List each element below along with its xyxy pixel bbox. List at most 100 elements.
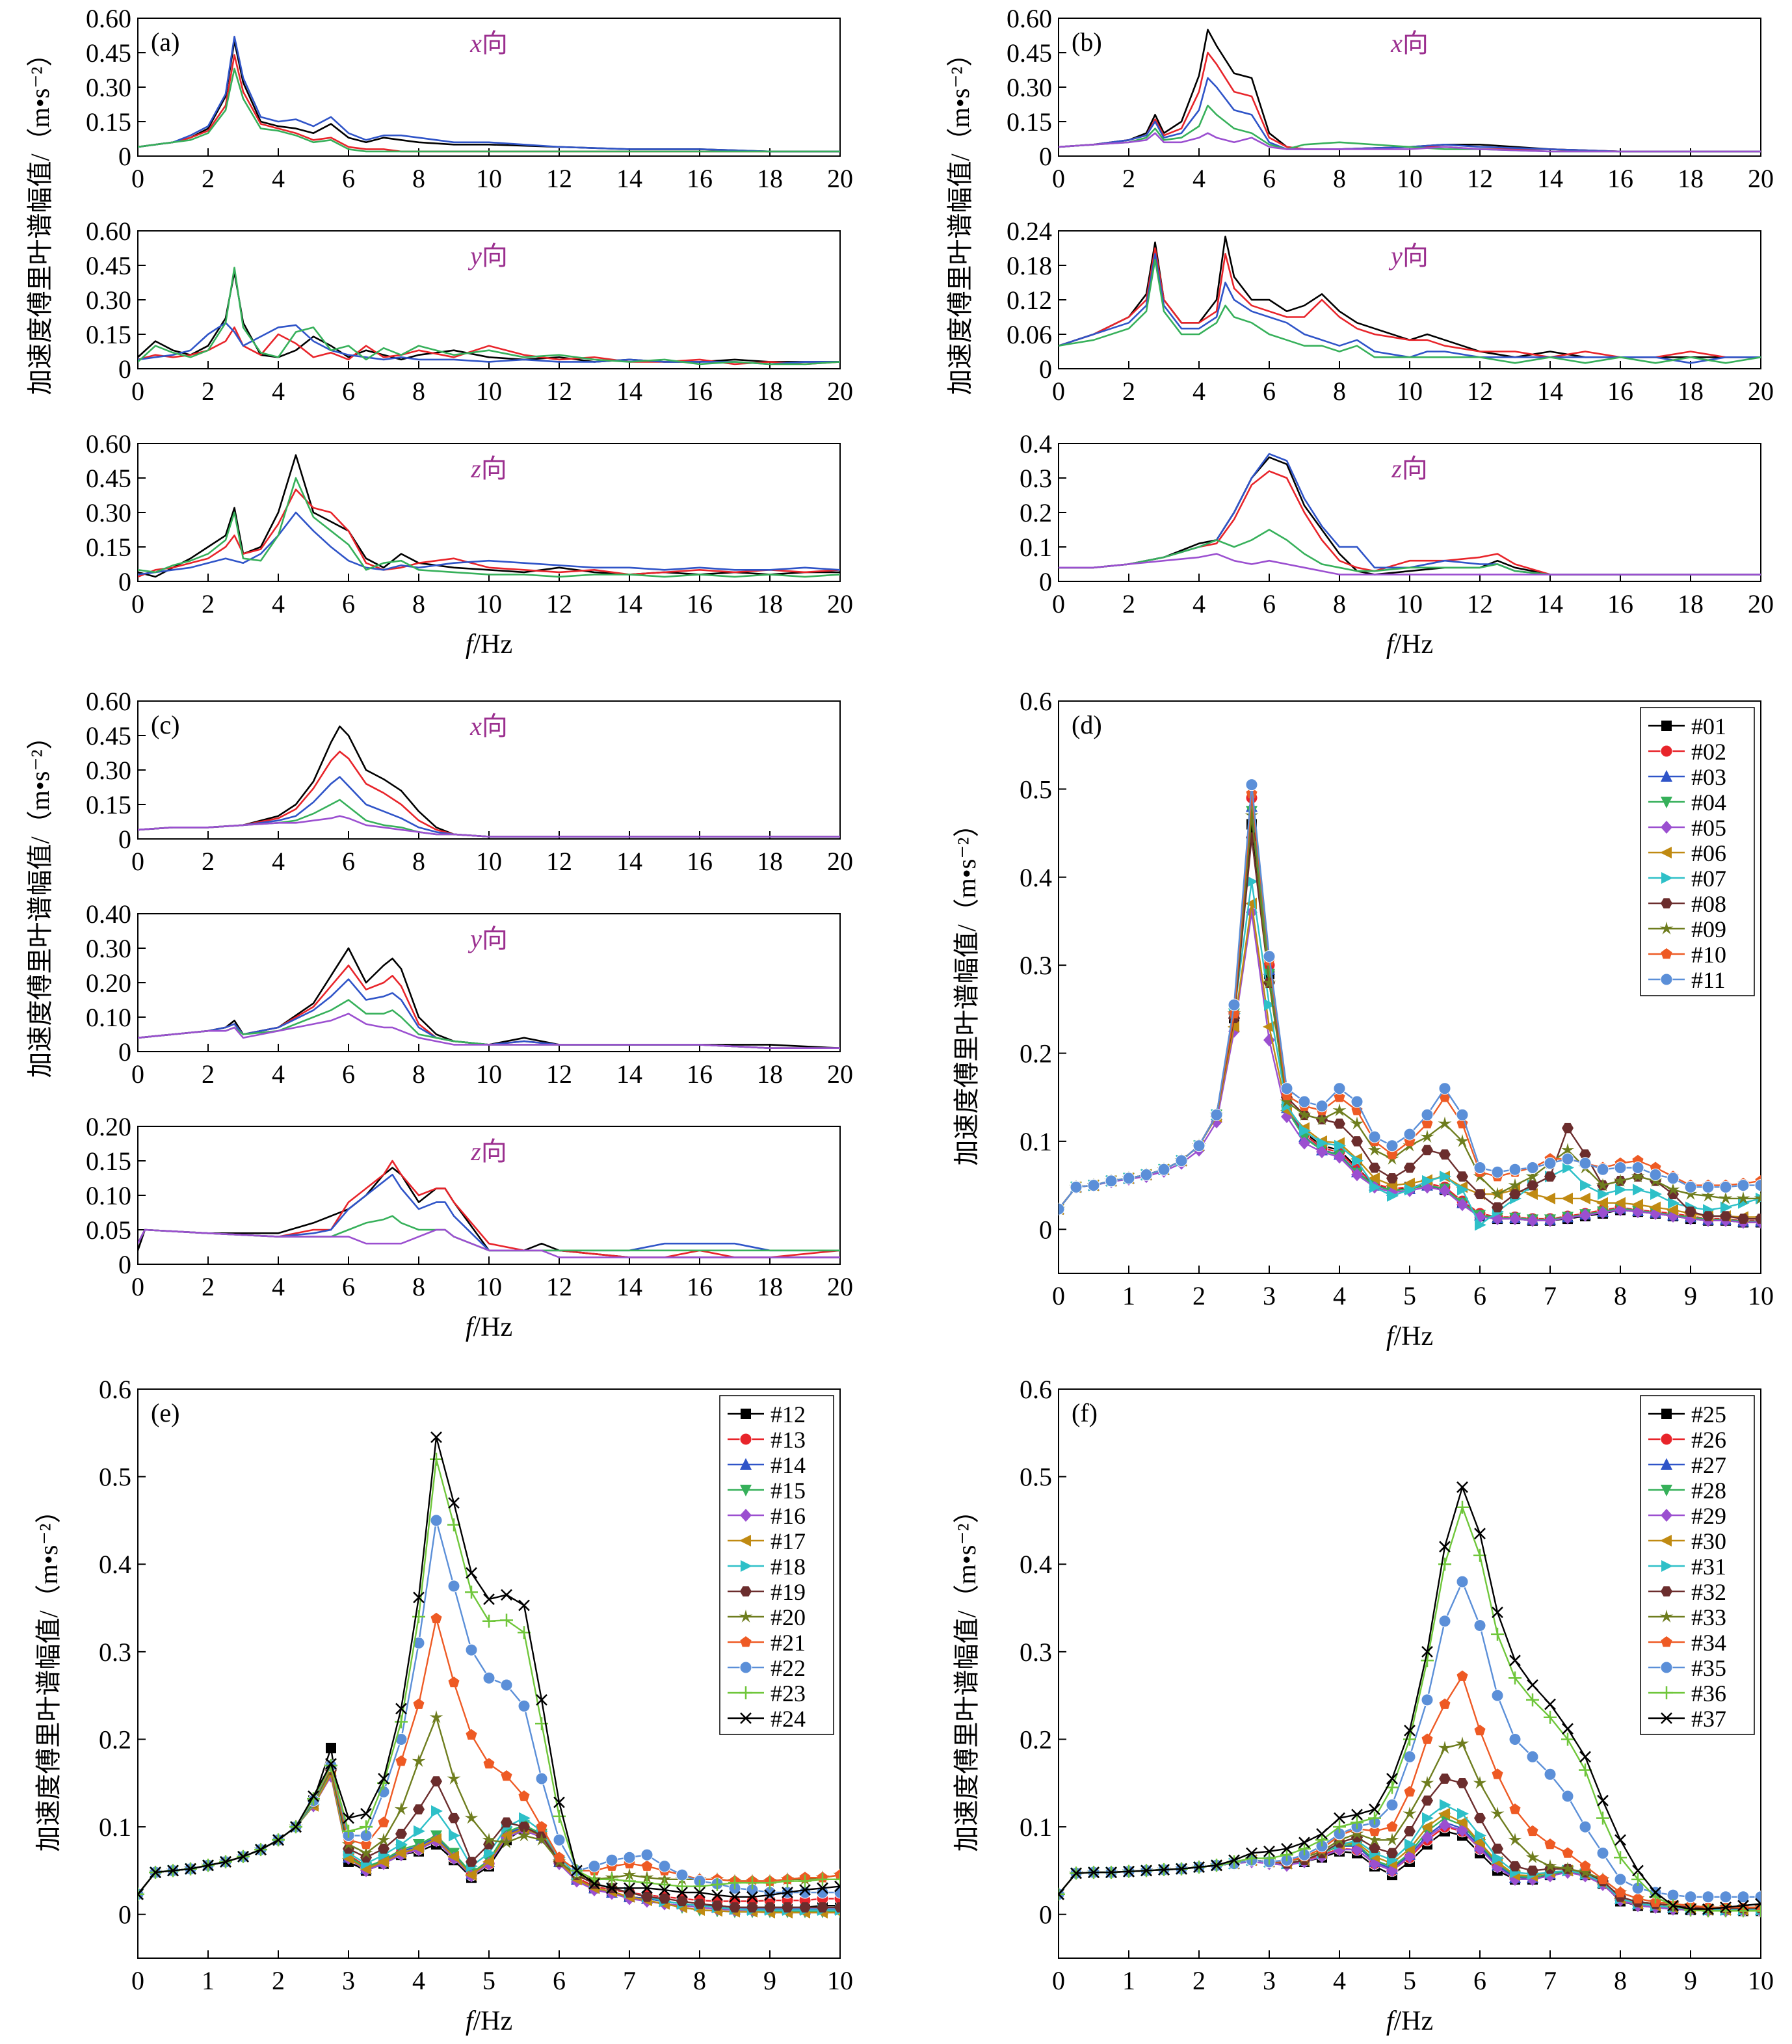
series-line-s3 [138, 776, 840, 838]
data-point [1491, 1627, 1504, 1641]
x-tick-label: 18 [757, 1272, 783, 1301]
data-point [448, 1497, 460, 1509]
data-point [447, 1850, 459, 1863]
data-point [1509, 1803, 1521, 1814]
data-point [430, 1776, 442, 1786]
data-point [1334, 1091, 1345, 1102]
x-tick-label: 0 [1052, 1281, 1065, 1310]
data-point [1684, 1891, 1697, 1904]
data-point [1351, 1168, 1363, 1182]
data-point [1404, 1184, 1416, 1196]
data-point [1614, 1851, 1627, 1865]
x-tick-label: 12 [1467, 377, 1493, 406]
data-point [1122, 1172, 1135, 1185]
data-point [1579, 1208, 1591, 1222]
direction-axis: y [468, 924, 482, 953]
x-tick-label: 2 [272, 1966, 285, 1995]
y-tick-label: 0 [118, 1900, 131, 1930]
x-axis-label: f/Hz [466, 2006, 512, 2036]
data-point [1280, 1095, 1294, 1108]
legend-marker [741, 1409, 751, 1419]
y-tick-label: 0.30 [1007, 73, 1052, 102]
data-point [659, 1884, 670, 1896]
data-point [466, 1567, 477, 1579]
y-tick-label: 0.15 [86, 533, 131, 562]
chart-panel-10: 0 0.1 0.2 0.3 0.4 0.5 0.6 0 1 2 3 4 5 6 7 8 9 10 (d) f/Hz #0… [1020, 687, 1774, 1351]
series-line-s5 [138, 1013, 840, 1049]
legend-label: #06 [1691, 840, 1726, 866]
data-point [1667, 1204, 1678, 1216]
data-point [1369, 1825, 1380, 1837]
data-point [1596, 1846, 1609, 1859]
data-point [764, 1902, 776, 1913]
legend-label: #14 [771, 1452, 806, 1478]
legend-label: #20 [771, 1604, 806, 1630]
y-tick-label: 0 [118, 1250, 131, 1279]
x-tick-label: 0 [131, 1966, 144, 1995]
legend-marker [1659, 922, 1674, 935]
data-point [430, 1452, 443, 1466]
data-point [1737, 1214, 1749, 1224]
data-point [534, 1833, 549, 1846]
data-point [711, 1900, 723, 1911]
data-point [1632, 1865, 1644, 1877]
data-point [1475, 1219, 1486, 1231]
x-tick-label: 12 [546, 589, 572, 618]
legend-label: #01 [1691, 713, 1726, 739]
direction-axis: z [1391, 454, 1402, 483]
data-point [1613, 1173, 1627, 1187]
x-axis-unit: /Hz [1394, 2006, 1434, 2036]
x-tick-label: 0 [1052, 1966, 1065, 1995]
x-tick-label: 8 [412, 1272, 425, 1301]
x-tick-label: 4 [412, 1966, 425, 1995]
data-point [1386, 1173, 1398, 1184]
series-line-s3 [1059, 77, 1761, 153]
data-point [1491, 1689, 1504, 1702]
data-point [1527, 1214, 1538, 1227]
data-point [326, 1742, 336, 1753]
legend-marker [1661, 948, 1672, 959]
data-point [693, 1879, 706, 1893]
legend-label: #26 [1691, 1427, 1726, 1453]
data-point [1439, 1541, 1451, 1553]
data-point [1315, 1100, 1328, 1113]
legend-marker [739, 1535, 751, 1546]
data-point [1456, 1481, 1468, 1493]
data-point [1702, 1904, 1715, 1918]
x-tick-label: 2 [202, 377, 215, 406]
data-point [1596, 1197, 1608, 1209]
x-tick-label: 18 [757, 377, 783, 406]
data-point [1685, 1206, 1696, 1217]
series-group [138, 267, 840, 365]
legend-label: #05 [1691, 815, 1726, 841]
x-tick-label: 14 [1537, 377, 1563, 406]
data-point [1059, 1888, 1064, 1900]
data-point [1561, 1143, 1575, 1156]
data-point [1263, 968, 1275, 981]
x-tick-label: 8 [1333, 377, 1346, 406]
data-point [1579, 1763, 1592, 1777]
legend-label: #27 [1691, 1452, 1726, 1478]
x-tick-label: 20 [827, 377, 853, 406]
legend-label: #04 [1691, 790, 1726, 816]
data-point [1615, 1184, 1627, 1196]
x-tick-label: 6 [342, 847, 355, 876]
y-tick-label: 0.2 [1020, 1725, 1052, 1754]
y-axis-title: 加速度傅里叶谱幅值/（m•s⁻²） [952, 1498, 981, 1852]
data-point [1473, 1161, 1486, 1175]
data-point [1579, 1149, 1591, 1160]
data-point [500, 1829, 512, 1842]
data-point [798, 1886, 811, 1899]
data-point [1386, 1798, 1399, 1811]
x-tick-label: 10 [476, 589, 502, 618]
x-tick-label: 10 [476, 1272, 502, 1301]
data-point [1614, 1834, 1626, 1846]
chart-panel-7: 00.150.300.450.600 2 4 6 8 10 12 14 16 18 20(c) x向 [86, 687, 853, 876]
data-point [396, 1838, 408, 1850]
x-tick-label: 9 [1684, 1966, 1697, 1995]
data-point [1456, 1575, 1469, 1588]
y-tick-label: 0.30 [86, 285, 131, 315]
data-point [1509, 1861, 1521, 1872]
direction-axis: x [469, 29, 482, 58]
